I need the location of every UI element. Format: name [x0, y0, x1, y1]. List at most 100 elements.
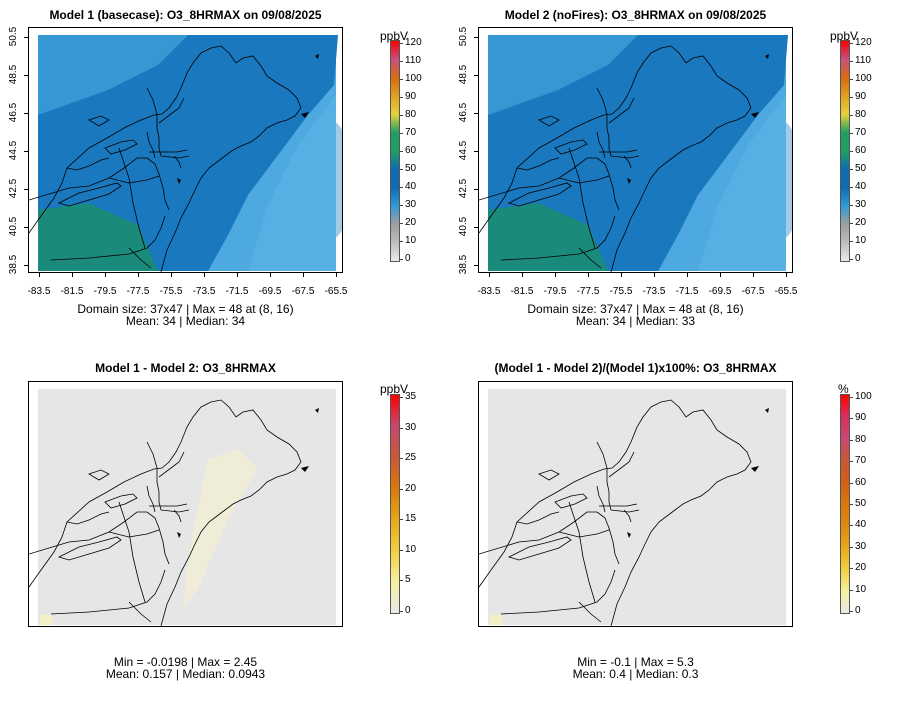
y-tick-mark	[24, 189, 28, 190]
x-tick-mark	[105, 273, 106, 277]
y-tick-label: 40.5	[458, 216, 470, 237]
x-tick-label: -65.5	[774, 286, 798, 297]
colorbar-unit: ppbV	[380, 382, 409, 396]
colorbar-tick-label: 20	[405, 217, 417, 228]
colorbar-tick-mark	[400, 115, 403, 116]
y-tick-label: 44.5	[458, 140, 470, 161]
colorbar-tick-mark	[850, 397, 853, 398]
x-tick-mark	[654, 273, 655, 277]
colorbar-tick-mark	[400, 458, 403, 460]
colorbar-tick-mark	[850, 461, 853, 463]
colorbar-tick-label: 20	[405, 482, 417, 494]
stats-line-2: Mean: 34 | Median: 34	[125, 314, 246, 328]
y-tick-label: 38.5	[458, 254, 470, 275]
difference-map	[29, 389, 336, 626]
x-tick-label: -75.5	[609, 286, 633, 297]
colorbar-unit: ppbV	[380, 29, 409, 43]
x-tick-mark	[753, 273, 754, 277]
colorbar-gradient	[840, 394, 850, 614]
map-frame	[478, 27, 793, 273]
colorbar-tick-label: 110	[405, 55, 421, 66]
x-tick-label: -81.5	[60, 286, 84, 297]
x-tick-label: -65.5	[324, 286, 348, 297]
colorbar-tick-label: 40	[405, 181, 417, 192]
y-tick-label: 48.5	[8, 64, 20, 85]
y-tick-label: 46.5	[458, 102, 470, 123]
colorbar-tick-mark	[850, 97, 853, 98]
colorbar-tick-label: 0	[855, 253, 861, 264]
y-tick-mark	[24, 151, 28, 152]
colorbar-tick-label: 50	[855, 498, 867, 509]
y-tick-label: 42.5	[8, 178, 20, 199]
y-tick-mark	[474, 113, 478, 114]
colorbar-tick-label: 70	[405, 127, 417, 138]
colorbar-tick-label: 90	[855, 412, 867, 424]
x-tick-label: -77.5	[126, 286, 150, 297]
colorbar-tick-mark	[850, 61, 853, 62]
colorbar-tick-label: 90	[855, 91, 867, 102]
colorbar-tick-mark	[850, 241, 853, 242]
colorbar-tick-mark	[850, 259, 853, 260]
x-tick-label: -73.5	[192, 286, 216, 297]
colorbar-tick-label: 10	[855, 235, 867, 246]
colorbar-tick-mark	[850, 546, 853, 548]
colorbar-tick-label: 60	[405, 145, 417, 156]
colorbar-tick-label: 10	[405, 543, 417, 555]
x-tick-mark	[39, 273, 40, 277]
colorbar-tick-mark	[400, 205, 403, 206]
x-tick-label: -69.5	[258, 286, 282, 297]
stats-line-1: Min = -0.0198 | Max = 2.45	[113, 655, 258, 669]
colorbar-tick-label: 60	[855, 145, 867, 156]
colorbar-gradient	[840, 40, 850, 262]
colorbar-tick-label: 100	[855, 391, 872, 402]
ozone-map	[479, 35, 792, 272]
colorbar-tick-label: 50	[855, 163, 867, 174]
colorbar-tick-label: 5	[405, 574, 411, 586]
colorbar-tick-mark	[400, 79, 403, 80]
colorbar-tick-label: 0	[405, 253, 411, 264]
map-frame	[478, 381, 793, 627]
colorbar-tick-mark	[400, 61, 403, 62]
colorbar-tick-mark	[400, 427, 403, 429]
x-tick-mark	[720, 273, 721, 277]
x-tick-mark	[303, 273, 304, 277]
colorbar-tick-label: 0	[405, 605, 411, 616]
y-tick-label: 46.5	[8, 102, 20, 123]
colorbar-tick-mark	[400, 223, 403, 224]
y-tick-label: 44.5	[8, 140, 20, 161]
colorbar-tick-label: 30	[855, 199, 867, 210]
colorbar-tick-label: 30	[855, 540, 867, 552]
x-tick-mark	[72, 273, 73, 277]
x-tick-label: -79.5	[93, 286, 117, 297]
stats-line-1: Min = -0.1 | Max = 5.3	[577, 655, 694, 669]
colorbar-tick-label: 120	[405, 37, 422, 48]
y-tick-mark	[24, 227, 28, 228]
colorbar-tick-mark	[850, 223, 853, 224]
x-tick-mark	[138, 273, 139, 277]
colorbar-tick-mark	[400, 43, 403, 44]
y-tick-mark	[24, 75, 28, 76]
x-tick-label: -71.5	[675, 286, 699, 297]
colorbar-tick-mark	[850, 133, 853, 134]
y-tick-label: 38.5	[8, 254, 20, 275]
colorbar-tick-mark	[850, 482, 853, 484]
colorbar-tick-mark	[400, 169, 403, 170]
y-tick-mark	[24, 265, 28, 266]
y-tick-label: 40.5	[8, 216, 20, 237]
colorbar-tick-label: 25	[405, 452, 417, 464]
colorbar-tick-mark	[400, 519, 403, 521]
y-tick-mark	[24, 113, 28, 114]
x-tick-mark	[270, 273, 271, 277]
colorbar-tick-label: 70	[855, 127, 867, 138]
colorbar-unit: %	[838, 382, 849, 396]
stats-line-2: Mean: 0.157 | Median: 0.0943	[105, 667, 266, 681]
colorbar-tick-mark	[850, 43, 853, 44]
panel-title: Model 2 (noFires): O3_8HRMAX on 09/08/20…	[504, 8, 767, 22]
colorbar-tick-mark	[850, 151, 853, 152]
x-tick-label: -71.5	[225, 286, 249, 297]
colorbar-tick-mark	[400, 549, 403, 551]
colorbar-tick-mark	[400, 397, 403, 398]
colorbar-tick-label: 120	[855, 37, 872, 48]
y-tick-label: 50.5	[458, 26, 470, 47]
x-tick-label: -81.5	[510, 286, 534, 297]
